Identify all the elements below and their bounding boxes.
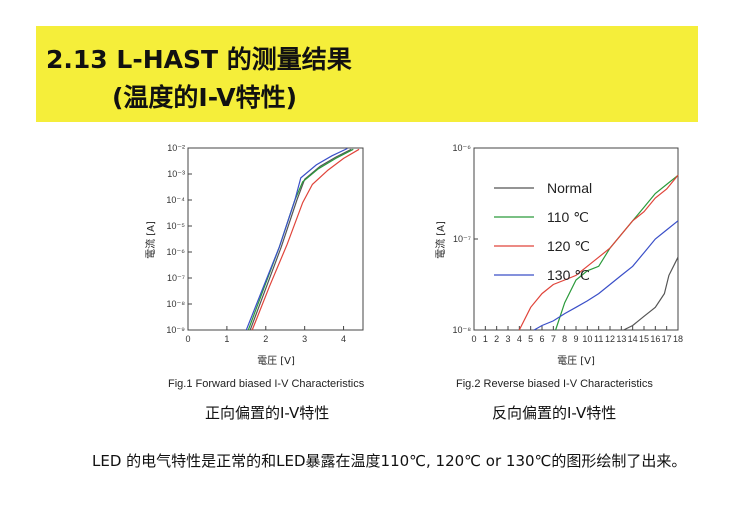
x-tick-label: 14 — [628, 334, 638, 344]
x-tick-label: 12 — [605, 334, 615, 344]
x-tick-label: 4 — [341, 334, 346, 344]
y-tick-label: 10⁻⁷ — [453, 234, 471, 244]
x-tick-label: 9 — [573, 334, 578, 344]
x-tick-label: 13 — [616, 334, 626, 344]
reverse-chart-caption: Fig.2 Reverse biased I-V Characteristics — [456, 378, 653, 390]
y-axis-label: 電流 [A] — [144, 221, 157, 259]
x-tick-label: 3 — [302, 334, 307, 344]
x-tick-label: 5 — [528, 334, 533, 344]
series-line-t130 — [245, 147, 348, 331]
x-tick-label: 2 — [494, 334, 499, 344]
reverse-subtitle: 反向偏置的I-V特性 — [492, 404, 617, 422]
description-text: LED 的电气特性是正常的和LED暴露在温度110℃, 120℃ or 130℃… — [92, 452, 687, 470]
x-tick-label: 1 — [483, 334, 488, 344]
legend-entry: 120 ℃ — [547, 238, 590, 254]
legend-entry: 110 ℃ — [547, 209, 589, 225]
x-tick-label: 2 — [263, 334, 268, 344]
x-tick-label: 8 — [562, 334, 567, 344]
y-tick-label: 10⁻⁵ — [167, 221, 186, 231]
series-line-normal — [623, 256, 679, 331]
x-tick-label: 11 — [594, 334, 603, 344]
x-tick-label: 0 — [185, 334, 190, 344]
y-tick-label: 10⁻⁸ — [452, 325, 471, 335]
series-line-t120 — [251, 148, 360, 331]
y-tick-label: 10⁻⁶ — [167, 247, 186, 257]
series-line-t120 — [518, 174, 679, 331]
y-tick-label: 10⁻² — [167, 143, 185, 153]
x-tick-label: 18 — [673, 334, 683, 344]
forward-iv-chart: 10⁻² 10⁻³ 10⁻⁴ 10⁻⁵ 10⁻⁶ 10⁻⁷ 10⁻⁸ 10⁻⁹ 0 1 2 3 4 電… — [144, 143, 364, 367]
legend-entry: Normal — [547, 180, 592, 196]
series-line-t130 — [533, 220, 679, 331]
x-tick-label: 0 — [471, 334, 476, 344]
y-tick-label: 10⁻⁸ — [166, 299, 185, 309]
y-tick-label: 10⁻³ — [167, 169, 185, 179]
x-tick-label: 7 — [551, 334, 556, 344]
x-tick-label: 4 — [517, 334, 522, 344]
x-tick-label: 10 — [582, 334, 592, 344]
plot-frame — [473, 147, 679, 331]
x-tick-label: 6 — [539, 334, 544, 344]
forward-subtitle: 正向偏置的I-V特性 — [205, 404, 330, 422]
x-tick-label: 1 — [224, 334, 229, 344]
x-tick-label: 17 — [662, 334, 672, 344]
x-tick-label: 3 — [505, 334, 510, 344]
series-line-t110 — [247, 148, 354, 331]
page-subtitle: (温度的I-V特性) — [112, 83, 298, 112]
series-line-normal — [249, 148, 352, 331]
y-axis-label: 電流 [A] — [434, 221, 447, 259]
x-tick-label: 15 — [639, 334, 649, 344]
x-axis-label: 電圧 [V] — [557, 355, 595, 367]
x-tick-label: 16 — [650, 334, 660, 344]
y-tick-label: 10⁻⁹ — [166, 325, 185, 335]
y-tick-label: 10⁻⁶ — [453, 143, 472, 153]
plot-frame — [187, 147, 364, 331]
reverse-iv-chart: 10⁻⁶10⁻⁷10⁻⁸ 0 1 2 3 4 5 6 7 8 9 10 11 12 13 14 15 16 17 1… — [434, 143, 683, 367]
page-title: 2.13 L-HAST 的测量结果 — [46, 45, 352, 74]
title-banner: 2.13 L-HAST 的测量结果 (温度的I-V特性) — [36, 26, 698, 122]
legend-entry: 130 ℃ — [547, 267, 590, 283]
y-tick-label: 10⁻⁴ — [166, 195, 185, 205]
forward-chart-caption: Fig.1 Forward biased I-V Characteristics — [168, 378, 365, 390]
x-axis-label: 電圧 [V] — [257, 355, 295, 367]
y-tick-label: 10⁻⁷ — [167, 273, 185, 283]
